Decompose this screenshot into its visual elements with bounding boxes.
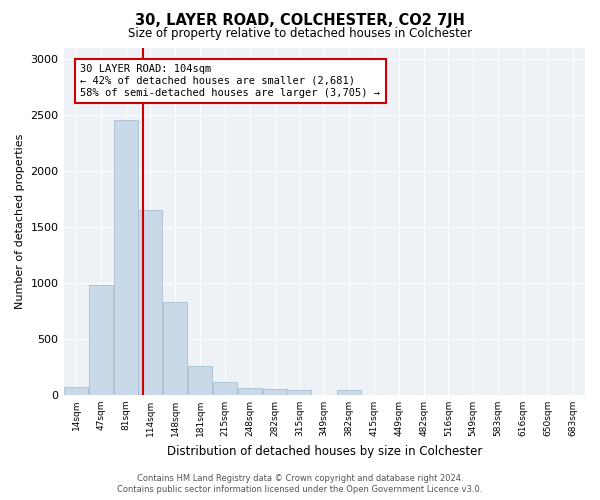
Text: Contains HM Land Registry data © Crown copyright and database right 2024.
Contai: Contains HM Land Registry data © Crown c… [118,474,482,494]
Text: 30, LAYER ROAD, COLCHESTER, CO2 7JH: 30, LAYER ROAD, COLCHESTER, CO2 7JH [135,12,465,28]
Text: 30 LAYER ROAD: 104sqm
← 42% of detached houses are smaller (2,681)
58% of semi-d: 30 LAYER ROAD: 104sqm ← 42% of detached … [80,64,380,98]
Bar [64,386,88,395]
X-axis label: Distribution of detached houses by size in Colchester: Distribution of detached houses by size … [167,444,482,458]
Text: Size of property relative to detached houses in Colchester: Size of property relative to detached ho… [128,28,472,40]
Bar [238,388,262,395]
Bar [287,390,311,395]
Bar [139,210,163,395]
Bar [213,382,237,395]
Y-axis label: Number of detached properties: Number of detached properties [15,134,25,309]
Bar [163,302,187,395]
Bar [113,120,137,395]
Bar [337,390,361,395]
Bar [263,390,287,395]
Bar [89,285,113,395]
Bar [188,366,212,395]
